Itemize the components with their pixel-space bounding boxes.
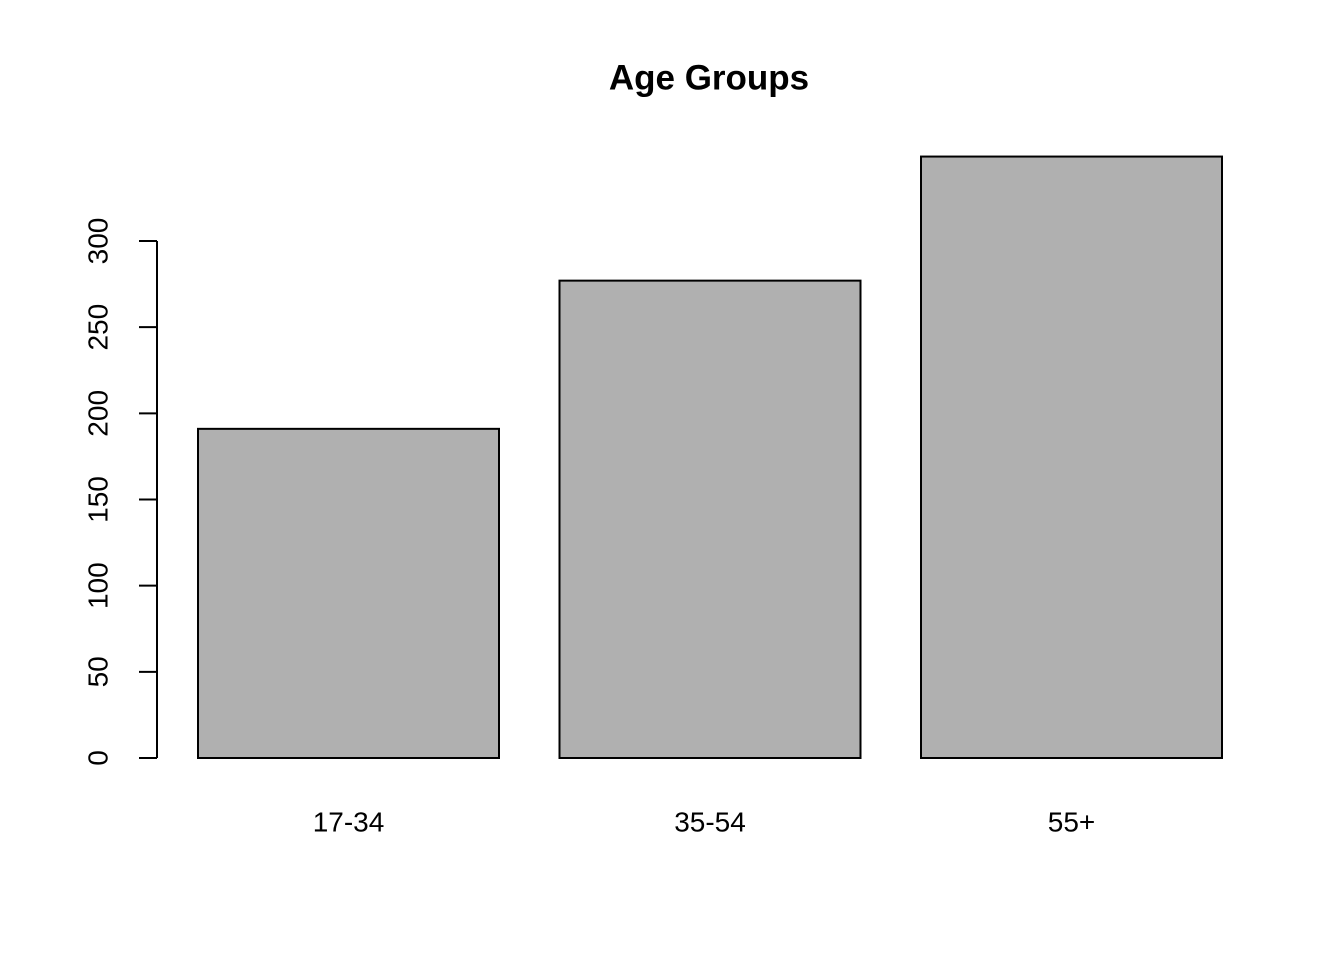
y-tick-label: 50	[82, 656, 113, 687]
bar	[558, 279, 862, 759]
y-tick-label: 200	[82, 390, 113, 437]
y-tick-label: 0	[82, 750, 113, 766]
x-tick-label: 35-54	[674, 806, 746, 837]
y-tick-label: 100	[82, 562, 113, 609]
bar	[920, 155, 1223, 760]
chart-title: Age Groups	[609, 58, 809, 97]
x-tick-label: 55+	[1048, 806, 1096, 837]
y-tick-label: 150	[82, 476, 113, 523]
x-tick-label: 17-34	[313, 806, 385, 837]
y-tick-label: 300	[82, 218, 113, 265]
y-tick-label: 250	[82, 304, 113, 351]
bar	[197, 427, 500, 759]
